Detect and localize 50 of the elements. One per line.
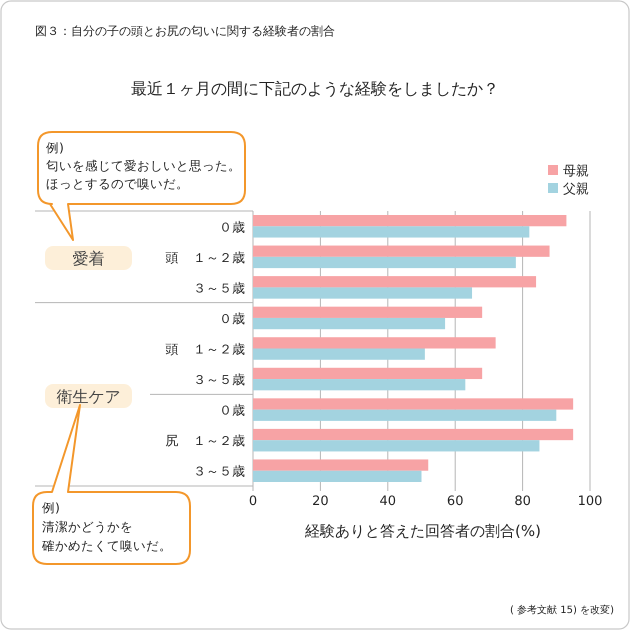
- x-tick-label: 0: [248, 494, 258, 509]
- chart-title: 図３：自分の子の頭とお尻の匂いに関する経験者の割合: [35, 24, 335, 38]
- x-tick-label: 40: [380, 494, 396, 509]
- bar: [253, 287, 472, 299]
- bar: [253, 410, 556, 421]
- text: 例): [46, 140, 64, 155]
- bar: [253, 318, 446, 330]
- bar: [253, 215, 566, 226]
- text: 例): [42, 500, 60, 515]
- y-tick-label: １～２歳: [193, 250, 245, 266]
- y-tick-label: １～２歳: [193, 342, 245, 358]
- x-tick-label: 20: [312, 494, 329, 509]
- bar: [253, 246, 550, 257]
- text: 頭: [166, 342, 178, 358]
- y-tick-label: ３～５歳: [193, 281, 245, 296]
- bar: [253, 459, 428, 471]
- text: ほっとするので嗅いだ。: [46, 176, 189, 191]
- x-tick-label: 100: [578, 494, 602, 509]
- y-tick-label: ０歳: [219, 312, 245, 327]
- bar: [253, 428, 574, 440]
- x-axis-title: 経験ありと答えた回答者の割合(%): [304, 522, 541, 540]
- bar: [253, 398, 574, 410]
- y-tick-label: ０歳: [219, 220, 245, 236]
- chart-subtitle: 最近１ヶ月の間に下記のような経験をしましたか？: [131, 79, 499, 98]
- bar: [253, 337, 496, 348]
- text: 清潔かどうかを: [42, 519, 133, 534]
- y-tick-label: ３～５歳: [193, 464, 245, 480]
- x-tick-label: 80: [514, 494, 531, 509]
- legend-label: 母親: [563, 164, 589, 179]
- text: 確かめたくて嗅いだ。: [41, 538, 172, 553]
- text: 匂いを感じて愛おしいと思った。: [46, 158, 241, 173]
- bar: [253, 226, 530, 238]
- bar: [253, 379, 466, 390]
- bar: [253, 440, 540, 452]
- bar: [253, 276, 536, 288]
- bar: [253, 348, 425, 360]
- text: 愛着: [72, 249, 104, 268]
- y-tick-label: ３～５歳: [193, 373, 245, 388]
- bar: [253, 256, 516, 268]
- text: 衛生ケア: [56, 387, 120, 406]
- bar: [253, 368, 482, 380]
- text: 頭: [166, 250, 178, 266]
- y-tick-label: １～２歳: [193, 434, 245, 450]
- y-tick-label: ０歳: [219, 404, 245, 419]
- bar: [253, 470, 422, 482]
- x-tick-label: 60: [446, 494, 464, 509]
- legend-label: 父親: [563, 182, 589, 197]
- bar: [253, 306, 482, 318]
- text: ( 参考文献 15) を改変): [510, 604, 614, 616]
- text: 尻: [166, 434, 178, 450]
